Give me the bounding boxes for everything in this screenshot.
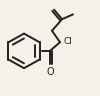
Text: O: O — [46, 67, 54, 77]
Text: Cl: Cl — [64, 37, 73, 46]
